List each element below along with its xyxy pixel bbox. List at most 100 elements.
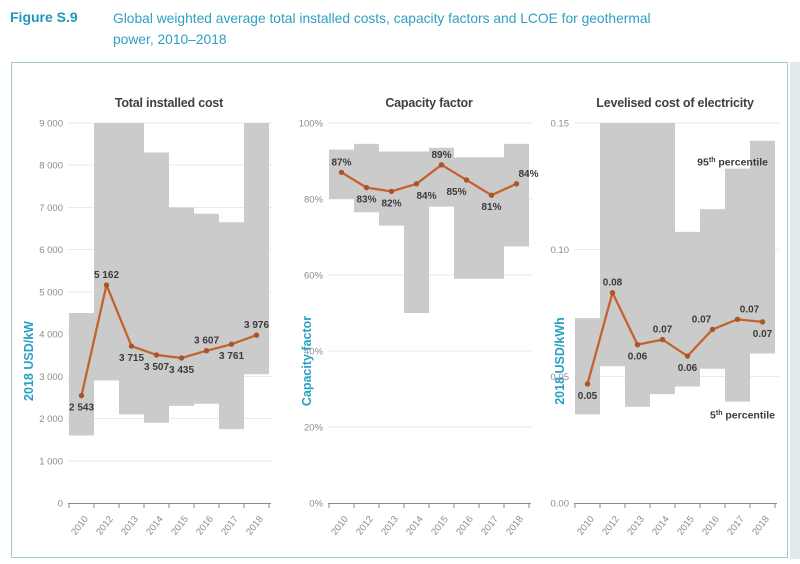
y-tick-label: 8 000	[39, 161, 63, 172]
data-label: 3 507	[144, 362, 169, 373]
y-tick-label: 0.05	[551, 372, 570, 383]
x-tick-label: 2010	[575, 514, 597, 537]
data-point	[363, 184, 370, 191]
percentile-band	[69, 123, 269, 436]
x-tick-label: 2012	[600, 514, 622, 537]
chart-title-capacity-factor: Capacity factor	[385, 96, 473, 110]
data-label: 85%	[446, 187, 466, 198]
data-label: 0.06	[628, 352, 648, 363]
data-point	[659, 336, 666, 343]
y-tick-label: 9 000	[39, 119, 63, 130]
x-tick-label: 2015	[429, 514, 451, 537]
data-label: 81%	[481, 202, 501, 213]
data-label: 89%	[431, 150, 451, 161]
data-point	[438, 162, 445, 168]
y-tick-label: 2 000	[39, 414, 63, 425]
percentile-annotation: 95th percentile	[697, 156, 768, 168]
y-axis-label-capacity-factor: Capacity factor	[300, 315, 314, 407]
data-point	[78, 392, 85, 399]
x-tick-label: 2014	[404, 514, 426, 537]
data-point	[178, 355, 185, 361]
y-axis-label-usd-kw: 2018 USD/kW	[22, 321, 36, 401]
data-point	[413, 181, 420, 187]
data-label: 3 761	[219, 351, 244, 362]
data-label: 3 976	[244, 320, 269, 331]
data-point	[488, 192, 495, 198]
chart-2: 0.00 0.05 0.10 0.15 2010 2012 2013 2014 2015 2016…	[551, 119, 779, 538]
data-label: 0.07	[692, 314, 712, 325]
data-label: 84%	[518, 169, 538, 180]
x-tick-label: 2014	[144, 514, 166, 537]
y-tick-label: 5 000	[39, 287, 63, 298]
data-point	[684, 353, 691, 359]
data-point	[228, 341, 235, 347]
data-point	[759, 319, 766, 325]
data-point	[709, 326, 716, 333]
x-tick-label: 2017	[479, 514, 501, 537]
chart-title-lcoe: Levelised cost of electricity	[596, 96, 754, 110]
average-line	[340, 163, 517, 197]
data-label: 82%	[381, 198, 401, 209]
data-point	[253, 332, 260, 338]
data-point	[128, 343, 135, 349]
data-label: 0.06	[678, 363, 698, 374]
y-tick-label: 6 000	[39, 245, 63, 256]
charts-canvas: 0 1 000 2 000 3 000 4 000 5 000 6 000 7 000 8 00…	[39, 119, 779, 538]
y-tick-label: 7 000	[39, 203, 63, 214]
data-label: 0.05	[578, 391, 598, 402]
data-point	[609, 290, 616, 296]
x-tick-label: 2016	[700, 514, 722, 537]
percentile-annotation: 5th percentile	[710, 410, 775, 422]
y-tick-label: 20%	[304, 423, 324, 434]
x-tick-label: 2018	[750, 514, 772, 537]
x-tick-label: 2010	[69, 514, 91, 537]
x-tick-label: 2015	[169, 514, 191, 537]
data-point	[513, 181, 520, 187]
data-label: 3 607	[194, 336, 219, 347]
y-tick-label: 100%	[299, 119, 324, 130]
data-label: 87%	[331, 157, 351, 168]
x-tick-label: 2013	[625, 514, 647, 537]
y-tick-label: 0.10	[551, 245, 570, 256]
y-tick-label: 40%	[304, 347, 324, 358]
page-edge-strip	[790, 62, 800, 559]
x-tick-label: 2016	[454, 514, 476, 537]
y-axis-label-usd-kwh: 2018 USD/kWh	[553, 317, 567, 405]
x-tick-label: 2013	[119, 514, 141, 537]
data-label: 3 435	[169, 365, 194, 376]
x-tick-label: 2018	[244, 514, 266, 537]
data-point	[388, 188, 395, 195]
percentile-band	[575, 123, 775, 415]
data-label: 0.08	[603, 278, 623, 289]
data-point	[584, 381, 591, 387]
x-tick-label: 2015	[675, 514, 697, 537]
x-tick-label: 2013	[379, 514, 401, 537]
data-label: 2 543	[69, 403, 94, 414]
x-tick-label: 2012	[94, 514, 116, 537]
data-label: 0.07	[740, 304, 760, 315]
average-line	[80, 283, 257, 396]
y-tick-label: 0.15	[551, 119, 570, 130]
percentile-band	[329, 143, 529, 313]
figure-title: Global weighted average total installed …	[113, 9, 651, 50]
figure-title-line1: Global weighted average total installed …	[113, 11, 651, 26]
chart-title-installed-cost: Total installed cost	[114, 96, 224, 110]
data-label: 83%	[356, 195, 376, 206]
x-tick-label: 2014	[650, 514, 672, 537]
x-tick-label: 2017	[725, 514, 747, 537]
data-point	[734, 316, 741, 323]
x-tick-label: 2018	[504, 514, 526, 537]
x-tick-label: 2010	[329, 514, 351, 537]
data-point	[103, 282, 110, 288]
y-tick-label: 4 000	[39, 330, 63, 341]
x-tick-label: 2012	[354, 514, 376, 537]
data-point	[634, 341, 641, 348]
data-point	[203, 348, 210, 354]
data-label: 0.07	[653, 325, 673, 336]
average-line	[586, 291, 763, 385]
data-point	[463, 177, 470, 183]
data-point	[338, 169, 345, 176]
x-tick-label: 2016	[194, 514, 216, 537]
data-label: 3 715	[119, 353, 144, 364]
y-tick-label: 80%	[304, 195, 324, 206]
